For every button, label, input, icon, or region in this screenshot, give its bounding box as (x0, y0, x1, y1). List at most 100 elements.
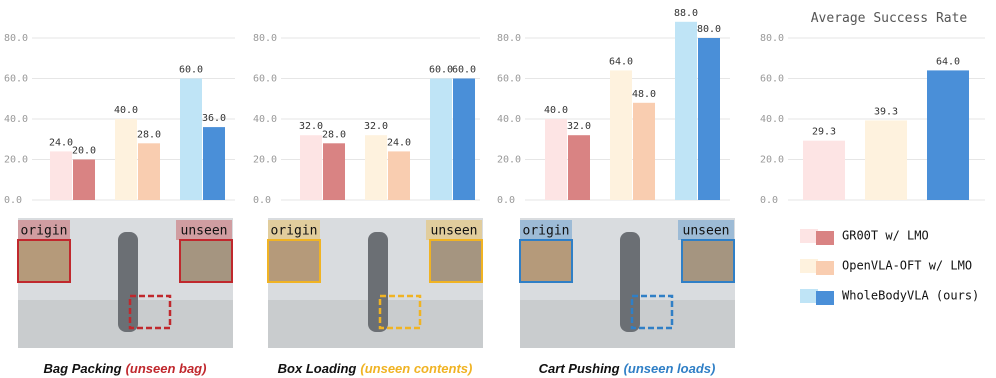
y-tick-label: 40.0 (497, 114, 521, 125)
bar (675, 21, 697, 200)
bar (50, 151, 72, 200)
caption-title: Bag Packing (44, 361, 122, 376)
legend-label: OpenVLA-OFT w/ LMO (842, 259, 972, 273)
origin-tag-bg (268, 220, 320, 240)
legend-swatch (800, 229, 818, 243)
panel-caption: Bag Packing (unseen bag) (44, 361, 207, 376)
legend-swatch (816, 261, 834, 275)
robot (620, 232, 640, 332)
bar (388, 151, 410, 200)
origin-tag: origin (21, 224, 68, 239)
caption-subtitle: (unseen loads) (624, 361, 716, 376)
y-tick-label: 60.0 (253, 74, 277, 85)
target-box (378, 294, 422, 330)
unseen-tag-bg (678, 220, 734, 240)
value-label: 28.0 (322, 129, 346, 140)
bar (610, 70, 632, 201)
bar (633, 102, 655, 200)
unseen-inset (681, 239, 735, 283)
legend-swatch (816, 291, 834, 305)
value-label: 64.0 (936, 56, 960, 67)
origin-inset (17, 239, 71, 283)
value-label: 20.0 (72, 146, 96, 157)
chart-title: Average Success Rate (811, 11, 968, 26)
bar (115, 119, 137, 200)
value-label: 32.0 (364, 121, 388, 132)
caption-title: Cart Pushing (539, 361, 620, 376)
y-tick-label: 40.0 (760, 114, 784, 125)
origin-inset (519, 239, 573, 283)
unseen-tag: unseen (683, 224, 730, 239)
unseen-inset (429, 239, 483, 283)
bar (453, 78, 475, 200)
unseen-tag: unseen (181, 224, 228, 239)
bar (803, 140, 845, 200)
y-tick-label: 80.0 (760, 33, 784, 44)
origin-tag-bg (520, 220, 572, 240)
value-label: 28.0 (137, 129, 161, 140)
robot (368, 232, 388, 332)
unseen-tag-bg (426, 220, 482, 240)
y-tick-label: 80.0 (4, 33, 28, 44)
panel-caption: Box Loading (unseen contents) (278, 361, 473, 376)
value-label: 48.0 (632, 89, 656, 100)
y-tick-label: 40.0 (253, 114, 277, 125)
unseen-tag: unseen (431, 224, 478, 239)
y-tick-label: 80.0 (497, 33, 521, 44)
origin-tag-bg (18, 220, 70, 240)
caption-title: Box Loading (278, 361, 357, 376)
legend-swatch (800, 259, 818, 273)
bar (365, 135, 387, 200)
origin-tag: origin (523, 224, 570, 239)
value-label: 24.0 (49, 137, 73, 148)
bar (203, 127, 225, 200)
value-label: 24.0 (387, 137, 411, 148)
bar (927, 70, 969, 201)
value-label: 60.0 (179, 65, 203, 76)
value-label: 64.0 (609, 56, 633, 67)
bar (698, 38, 720, 200)
unseen-tag-bg (176, 220, 232, 240)
caption-subtitle: (unseen bag) (126, 361, 207, 376)
value-label: 32.0 (299, 121, 323, 132)
y-tick-label: 60.0 (497, 74, 521, 85)
origin-tag: origin (271, 224, 318, 239)
bar (73, 159, 95, 200)
y-tick-label: 60.0 (760, 74, 784, 85)
y-tick-label: 20.0 (497, 155, 521, 166)
bar (545, 119, 567, 200)
y-tick-label: 0.0 (760, 195, 778, 206)
y-tick-label: 20.0 (253, 155, 277, 166)
bar (568, 135, 590, 200)
value-label: 60.0 (452, 65, 476, 76)
value-label: 88.0 (674, 8, 698, 19)
value-label: 32.0 (567, 121, 591, 132)
y-tick-label: 80.0 (253, 33, 277, 44)
y-tick-label: 40.0 (4, 114, 28, 125)
bar (300, 135, 322, 200)
legend-label: WholeBodyVLA (ours) (842, 289, 979, 303)
y-tick-label: 0.0 (497, 195, 515, 206)
value-label: 80.0 (697, 24, 721, 35)
value-label: 36.0 (202, 113, 226, 124)
value-label: 40.0 (114, 105, 138, 116)
bar (430, 78, 452, 200)
robot (118, 232, 138, 332)
target-box (128, 294, 172, 330)
value-label: 39.3 (874, 106, 898, 117)
bar (180, 78, 202, 200)
y-tick-label: 20.0 (760, 155, 784, 166)
y-tick-label: 20.0 (4, 155, 28, 166)
y-tick-label: 0.0 (253, 195, 271, 206)
target-box (630, 294, 674, 330)
value-label: 60.0 (429, 65, 453, 76)
bar (138, 143, 160, 200)
origin-inset (267, 239, 321, 283)
legend-swatch (816, 231, 834, 245)
value-label: 40.0 (544, 105, 568, 116)
caption-subtitle: (unseen contents) (360, 361, 472, 376)
unseen-inset (179, 239, 233, 283)
bar (323, 143, 345, 200)
bar (865, 120, 907, 200)
